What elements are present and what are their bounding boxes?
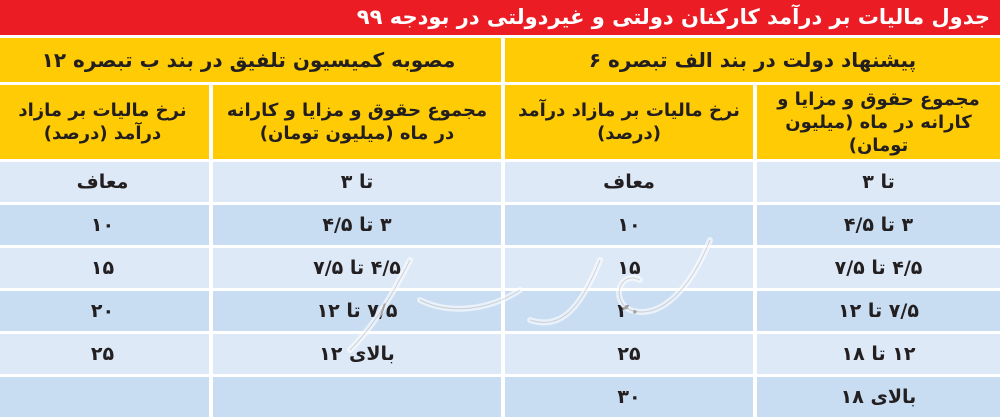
table-title: جدول مالیات بر درآمد کارکنان دولتی و غیر…: [0, 0, 1000, 35]
table-cell-sum: بالای ۱۸: [757, 377, 1000, 417]
table-cell-rate: ۲۵: [505, 334, 753, 374]
table-cell-sum: [213, 377, 501, 417]
table-cell-sum: ۱۲ تا ۱۸: [757, 334, 1000, 374]
table-cell-rate: ۲۰: [505, 291, 753, 331]
column-header-rate: نرخ مالیات بر مازاد درآمد (درصد): [0, 85, 209, 159]
table-cell-sum: ۳ تا ۴/۵: [757, 205, 1000, 245]
table-cell-rate: ۳۰: [505, 377, 753, 417]
table-cell-rate: ۲۰: [0, 291, 209, 331]
column-header-sum: مجموع حقوق و مزایا و کارانه در ماه (میلی…: [213, 85, 501, 159]
table-cell-sum: بالای ۱۲: [213, 334, 501, 374]
group-header-government: پیشنهاد دولت در بند الف تبصره ۶: [505, 38, 1000, 82]
table-cell-rate: ۲۵: [0, 334, 209, 374]
group-header-commission: مصوبه کمیسیون تلفیق در بند ب تبصره ۱۲: [0, 38, 501, 82]
column-header-rate: نرخ مالیات بر مازاد درآمد (درصد): [505, 85, 753, 159]
table-cell-sum: تا ۳: [757, 162, 1000, 202]
table-cell-rate: معاف: [0, 162, 209, 202]
table-cell-rate: معاف: [505, 162, 753, 202]
table-cell-sum: ۷/۵ تا ۱۲: [213, 291, 501, 331]
table-cell-sum: ۷/۵ تا ۱۲: [757, 291, 1000, 331]
table-cell-sum: تا ۳: [213, 162, 501, 202]
table-cell-rate: ۱۵: [505, 248, 753, 288]
column-header-sum: مجموع حقوق و مزایا و کارانه در ماه (میلی…: [757, 85, 1000, 159]
tax-table: پیشنهاد دولت در بند الف تبصره ۶ مصوبه کم…: [0, 38, 1000, 417]
table-cell-sum: ۴/۵ تا ۷/۵: [757, 248, 1000, 288]
table-cell-sum: ۴/۵ تا ۷/۵: [213, 248, 501, 288]
table-cell-rate: ۱۰: [505, 205, 753, 245]
table-cell-rate: ۱۵: [0, 248, 209, 288]
table-cell-rate: ۱۰: [0, 205, 209, 245]
table-cell-rate: [0, 377, 209, 417]
table-cell-sum: ۳ تا ۴/۵: [213, 205, 501, 245]
